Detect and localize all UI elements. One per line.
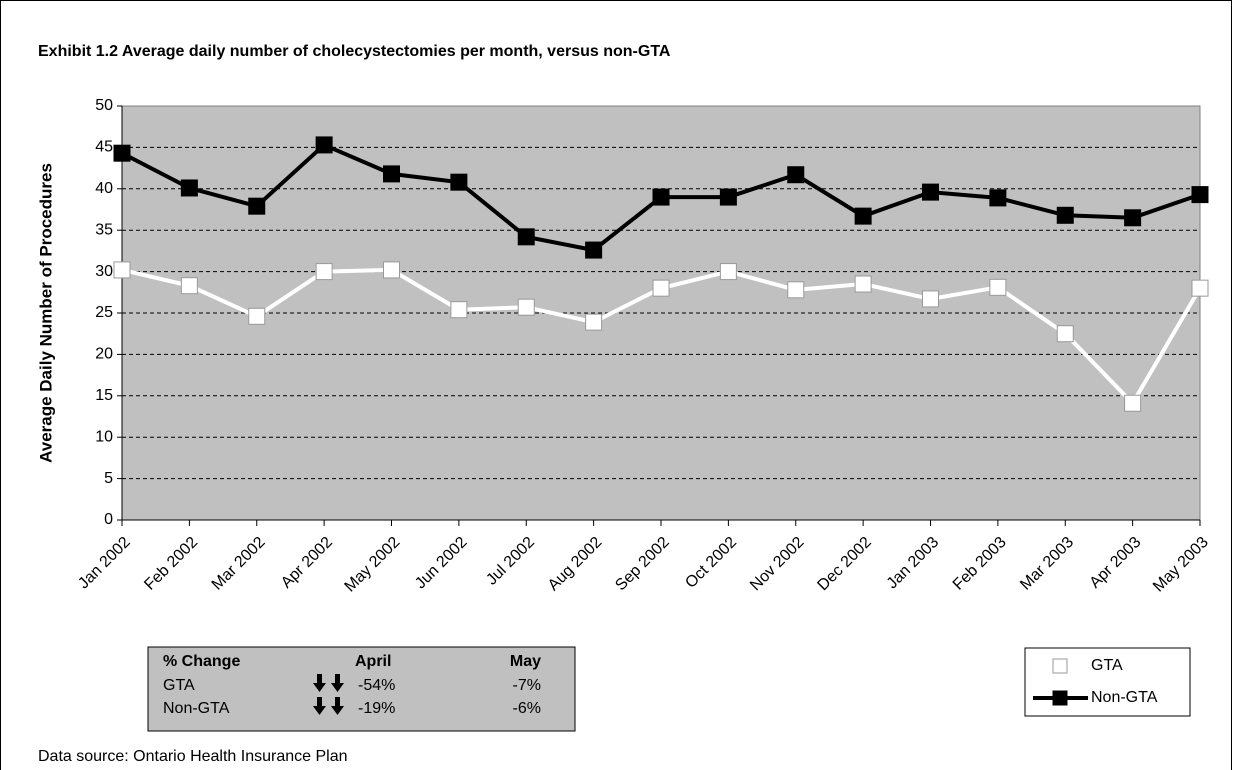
table-cell: GTA	[163, 677, 195, 694]
point-marker	[854, 207, 872, 225]
point-marker	[517, 298, 535, 316]
y-tick-label: 30	[95, 263, 113, 280]
point-marker	[1191, 186, 1209, 204]
point-marker	[719, 263, 737, 281]
point-marker	[1124, 394, 1142, 412]
point-marker	[113, 144, 131, 162]
legend-label: GTA	[1091, 657, 1123, 674]
point-marker	[787, 166, 805, 184]
source-note: Data source: Ontario Health Insurance Pl…	[38, 748, 348, 765]
point-marker	[787, 281, 805, 299]
table-cell: -6%	[513, 700, 541, 717]
point-marker	[248, 197, 266, 215]
table-header: % Change	[163, 653, 240, 670]
chart-title: Exhibit 1.2 Average daily number of chol…	[38, 43, 671, 60]
arrows	[313, 674, 344, 715]
table-cell: -19%	[358, 700, 395, 717]
point-marker	[922, 290, 939, 308]
point-marker	[180, 277, 198, 295]
y-tick-label: 20	[95, 346, 113, 363]
point-marker	[383, 165, 400, 183]
y-tick-label: 0	[104, 511, 113, 528]
table-cell: -7%	[513, 677, 541, 694]
point-marker	[1191, 279, 1209, 297]
point-marker	[383, 261, 400, 279]
point-marker	[1124, 209, 1142, 227]
y-tick-label: 45	[95, 139, 113, 156]
point-marker	[585, 241, 603, 259]
point-marker	[854, 275, 872, 293]
point-marker	[652, 279, 670, 297]
legend-marker	[1052, 658, 1068, 674]
point-marker	[922, 183, 939, 201]
point-marker	[248, 307, 266, 325]
y-tick-label: 50	[95, 97, 113, 114]
y-axis-label: Average Daily Number of Procedures	[36, 163, 55, 463]
y-tick-label: 5	[104, 470, 113, 487]
y-tick-label: 35	[95, 221, 113, 238]
table-cell: Non-GTA	[163, 700, 230, 717]
y-tick-label: 25	[95, 304, 113, 321]
point-marker	[1056, 325, 1074, 343]
point-marker	[652, 188, 670, 206]
point-marker	[989, 189, 1007, 207]
point-marker	[719, 188, 737, 206]
point-marker	[315, 263, 333, 281]
table-header: May	[510, 653, 541, 670]
point-marker	[517, 228, 535, 246]
legend-marker	[1052, 690, 1068, 706]
point-marker	[585, 313, 603, 331]
point-marker	[315, 136, 333, 154]
legend-label: Non-GTA	[1091, 689, 1158, 706]
point-marker	[450, 301, 468, 319]
change-table-box	[147, 646, 576, 732]
point-marker	[113, 261, 131, 279]
table-cell: -54%	[358, 677, 395, 694]
y-tick-label: 10	[95, 428, 113, 445]
point-marker	[450, 173, 468, 191]
y-tick-label: 40	[95, 180, 113, 197]
y-tick-label: 15	[95, 387, 113, 404]
table-header: April	[355, 653, 391, 670]
point-marker	[180, 179, 198, 197]
point-marker	[989, 278, 1007, 296]
point-marker	[1056, 206, 1074, 224]
